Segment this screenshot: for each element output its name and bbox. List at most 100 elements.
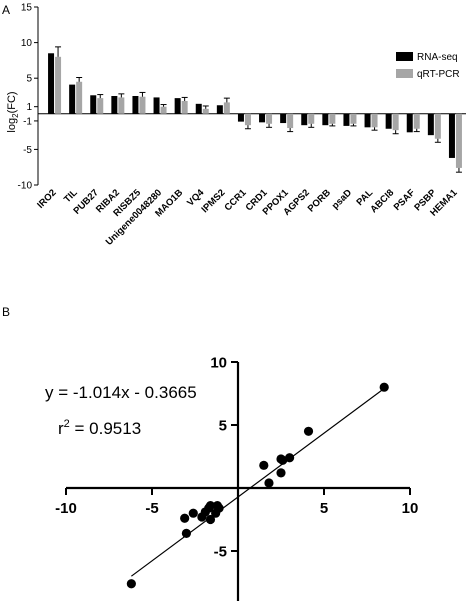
scatter-point <box>276 468 286 478</box>
scatter-point <box>180 513 190 523</box>
x-tick-label: -10 <box>55 500 77 517</box>
y-tick-label: 1 <box>26 102 32 113</box>
category-labels: IRO2 TILPUB27RIBA2RISBZ5Unigene0048280MAO… <box>35 187 460 248</box>
bar-rna-seq <box>406 113 413 133</box>
bar-qrt-pcr <box>139 96 146 114</box>
r-squared: r2 = 0.9513 <box>58 418 141 438</box>
bar-rna-seq <box>195 103 202 114</box>
x-tick-label: -5 <box>145 500 158 517</box>
bar-qrt-pcr <box>371 113 378 128</box>
bar-rna-seq <box>69 84 76 114</box>
scatter-point <box>205 514 216 525</box>
bar-rna-seq <box>343 113 350 126</box>
bar-marks <box>48 53 462 168</box>
bar-rna-seq <box>237 113 244 122</box>
bar-rna-seq <box>301 113 308 126</box>
r-squared-sup: 2 <box>64 418 70 430</box>
scatter-points <box>126 382 389 589</box>
bar-qrt-pcr <box>97 98 104 114</box>
legend: RNA-seq qRT-PCR <box>396 52 460 80</box>
bar-rna-seq <box>448 113 455 158</box>
scatter-point <box>264 478 274 488</box>
bar-qrt-pcr <box>455 113 462 168</box>
scatter-point <box>276 454 286 464</box>
error-bars <box>55 46 462 173</box>
category-label: psaD <box>330 187 354 211</box>
y-tick-label: 10 <box>210 355 227 372</box>
bar-qrt-pcr <box>55 56 62 114</box>
scatter-point <box>197 512 207 522</box>
bar-qrt-pcr <box>181 100 188 114</box>
x-tick-label: 10 <box>402 500 419 517</box>
category-label: IPMS2 <box>200 187 228 215</box>
bar-qrt-pcr <box>244 113 251 126</box>
bar-rna-seq <box>90 95 97 114</box>
bar-qrt-pcr <box>223 102 230 114</box>
panel-a-letter: A <box>2 3 10 17</box>
bar-qrt-pcr <box>413 113 420 129</box>
category-label: ABCI8 <box>368 187 396 215</box>
regression-equation: y = -1.014x - 0.3665 <box>45 383 197 402</box>
bar-qrt-pcr <box>308 113 315 124</box>
bar-rna-seq <box>48 53 55 114</box>
panel-b-letter: B <box>2 305 10 319</box>
category-label: CCR1 <box>222 187 249 214</box>
r-squared-main: r <box>58 419 64 438</box>
bar-rna-seq <box>111 96 118 114</box>
bar-qrt-pcr <box>392 113 399 131</box>
y-tick-label: 5 <box>26 74 32 85</box>
y-tick-label: -5 <box>214 544 227 561</box>
bar-qrt-pcr <box>350 113 357 124</box>
bar-qrt-pcr <box>76 81 83 114</box>
bar-qrt-pcr <box>160 106 167 114</box>
y-tick-label: -5 <box>23 145 32 156</box>
category-label: PSAF <box>392 187 418 213</box>
bar-rna-seq <box>322 113 329 126</box>
bar-rna-seq <box>364 113 371 128</box>
bar-rna-seq <box>427 113 434 136</box>
bar-qrt-pcr <box>266 113 273 124</box>
scatter-point <box>188 508 198 518</box>
bar-rna-seq <box>280 113 287 124</box>
legend-swatch <box>396 69 413 78</box>
bar-qrt-pcr <box>287 113 294 129</box>
category-label: IRO2 <box>35 187 58 210</box>
y-tick-label: -1 <box>23 116 32 127</box>
y-tick-label: 15 <box>21 3 33 14</box>
bar-rna-seq <box>174 98 181 114</box>
category-label: PORB <box>306 187 333 214</box>
scatter-point <box>303 426 314 436</box>
bar-rna-seq <box>132 96 139 114</box>
y-tick-label: 5 <box>219 418 227 435</box>
y-axis-label-main: log <box>6 118 18 133</box>
bar-qrt-pcr <box>434 113 441 139</box>
scatter-point <box>379 382 389 392</box>
scatter-point <box>211 508 221 518</box>
legend-swatch <box>396 52 413 61</box>
y-axis-label-tail: (FC) <box>6 91 18 113</box>
bar-qrt-pcr <box>202 108 209 114</box>
scatter-point <box>181 528 191 538</box>
y-axis-label-sub: 2 <box>11 113 20 118</box>
bar-rna-seq <box>216 105 223 114</box>
scatter-point <box>126 579 136 589</box>
y-tick-label: -10 <box>18 181 33 192</box>
scatter-point <box>212 501 222 511</box>
legend-label: RNA-seq <box>417 52 458 63</box>
y-tick-label: 10 <box>21 38 33 49</box>
bar-rna-seq <box>153 97 160 114</box>
scatter-point <box>285 453 295 463</box>
fit-line <box>131 389 383 577</box>
x-tick-label: 5 <box>320 500 328 517</box>
bar-rna-seq <box>385 113 392 129</box>
r-squared-tail: = 0.9513 <box>70 419 141 438</box>
bar-qrt-pcr <box>329 113 336 124</box>
fit-line-group <box>131 389 383 577</box>
bar-qrt-pcr <box>118 97 125 114</box>
legend-label: qRT-PCR <box>417 69 460 80</box>
